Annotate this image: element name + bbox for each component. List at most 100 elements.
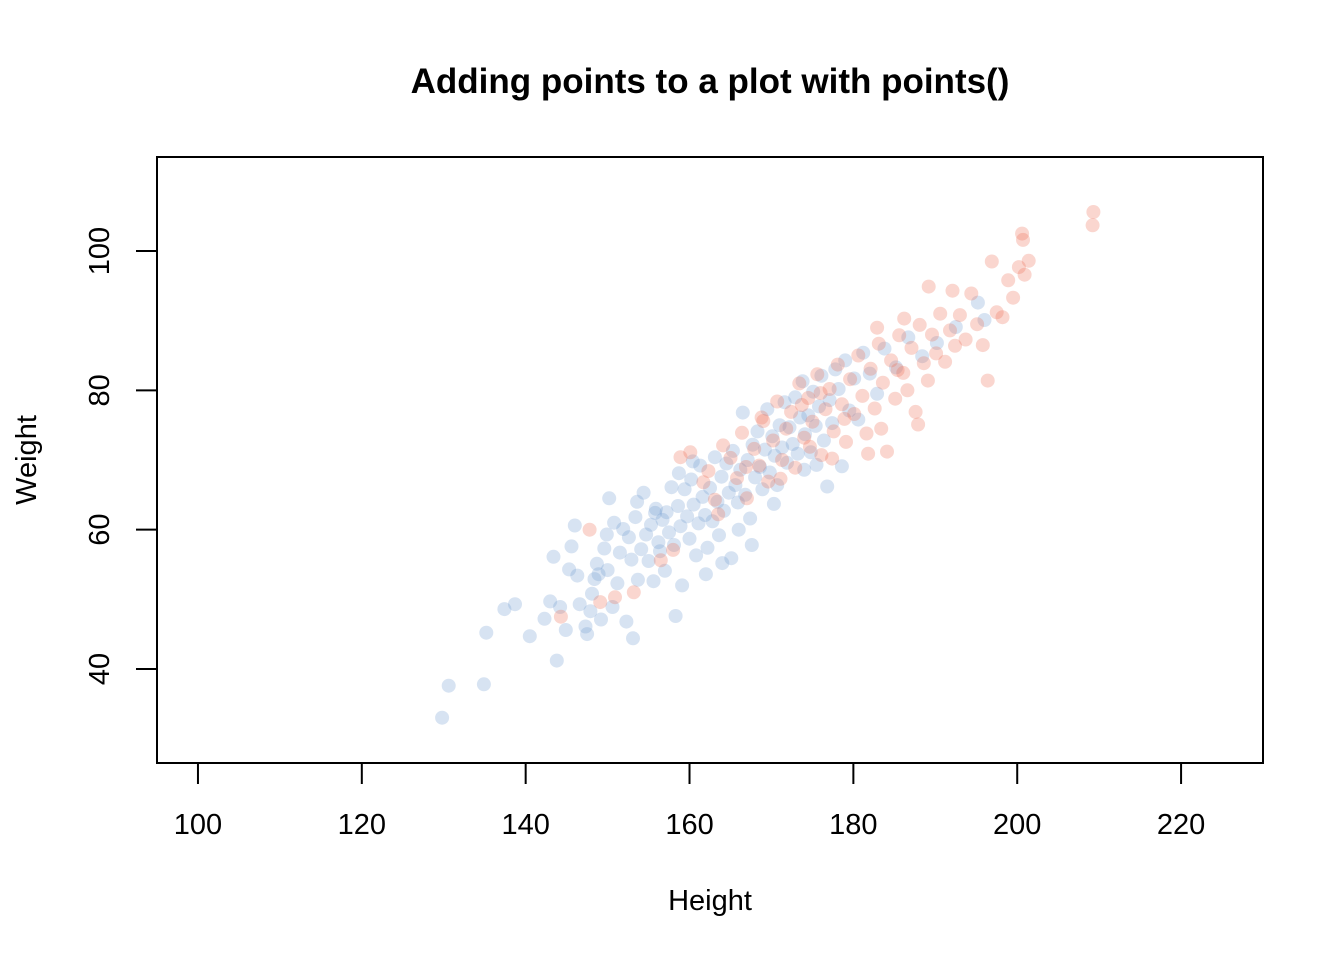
data-point-series-1-37 bbox=[628, 510, 643, 525]
data-point-series-1-144 bbox=[766, 496, 781, 511]
data-point-series-1-3 bbox=[476, 677, 491, 692]
data-point-series-1-32 bbox=[616, 522, 631, 536]
data-point-series-1-80 bbox=[728, 478, 743, 493]
data-point-series-1-122 bbox=[838, 353, 853, 368]
data-point-series-1-142 bbox=[715, 556, 730, 571]
data-point-series-1-65 bbox=[693, 458, 708, 473]
x-tick-label-220: 220 bbox=[1157, 809, 1205, 841]
data-point-series-1-23 bbox=[591, 567, 606, 582]
data-point-series-1-2 bbox=[441, 678, 456, 693]
data-point-series-1-58 bbox=[677, 482, 692, 497]
data-point-series-2-79 bbox=[1016, 232, 1030, 247]
data-point-series-2-99 bbox=[739, 460, 753, 474]
data-point-series-1-147 bbox=[630, 494, 645, 509]
data-point-series-2-44 bbox=[859, 426, 874, 441]
data-point-series-1-116 bbox=[820, 479, 835, 494]
data-point-series-1-92 bbox=[757, 442, 772, 457]
data-point-series-1-47 bbox=[653, 544, 667, 559]
data-point-series-1-41 bbox=[639, 527, 654, 542]
data-point-series-1-135 bbox=[970, 295, 985, 310]
data-point-series-1-101 bbox=[780, 455, 794, 470]
data-point-series-1-100 bbox=[777, 395, 792, 410]
data-point-series-1-86 bbox=[743, 511, 758, 526]
data-point-series-1-106 bbox=[793, 410, 808, 425]
data-point-series-1-105 bbox=[790, 446, 805, 461]
data-point-series-1-78 bbox=[724, 551, 739, 566]
data-point-series-2-77 bbox=[1011, 260, 1026, 275]
data-point-series-2-90 bbox=[897, 311, 912, 326]
data-point-series-1-18 bbox=[580, 627, 595, 642]
data-point-series-1-94 bbox=[762, 465, 777, 480]
data-point-series-1-95 bbox=[765, 429, 780, 444]
data-point-series-2-95 bbox=[911, 417, 926, 432]
data-point-series-1-24 bbox=[594, 612, 608, 627]
data-point-series-1-57 bbox=[675, 578, 690, 593]
data-point-series-2-69 bbox=[970, 317, 985, 332]
data-point-series-2-96 bbox=[890, 363, 905, 378]
data-point-series-2-16 bbox=[735, 425, 749, 440]
data-point-series-2-40 bbox=[843, 372, 858, 387]
data-point-series-2-22 bbox=[766, 433, 781, 448]
chart-title: Adding points to a plot with points() bbox=[411, 62, 1010, 101]
data-point-series-2-19 bbox=[752, 458, 767, 473]
data-point-series-2-84 bbox=[813, 386, 828, 401]
data-point-series-1-9 bbox=[543, 594, 558, 609]
data-point-series-1-131 bbox=[901, 330, 916, 345]
data-point-series-2-53 bbox=[896, 365, 911, 380]
data-point-series-2-72 bbox=[984, 254, 999, 269]
data-point-series-1-133 bbox=[929, 336, 944, 350]
data-point-series-2-34 bbox=[818, 402, 833, 417]
data-point-series-2-56 bbox=[908, 404, 923, 419]
data-point-series-2-24 bbox=[775, 453, 790, 467]
data-point-series-2-73 bbox=[989, 305, 1004, 320]
data-point-series-2-18 bbox=[747, 441, 762, 456]
data-point-series-1-28 bbox=[605, 600, 620, 614]
data-point-series-1-124 bbox=[847, 371, 862, 386]
data-point-series-1-104 bbox=[788, 390, 803, 405]
data-point-series-1-16 bbox=[572, 597, 587, 612]
data-point-series-1-49 bbox=[657, 563, 672, 578]
data-point-series-2-65 bbox=[948, 338, 962, 353]
data-point-series-1-76 bbox=[719, 456, 734, 471]
data-point-series-1-35 bbox=[624, 552, 639, 567]
data-point-series-1-138 bbox=[671, 466, 686, 481]
data-point-series-1-48 bbox=[655, 512, 670, 527]
data-point-series-1-117 bbox=[822, 393, 837, 408]
data-point-series-2-14 bbox=[723, 450, 738, 465]
data-point-series-1-89 bbox=[750, 424, 765, 439]
data-point-series-2-78 bbox=[1015, 226, 1030, 241]
data-point-series-2-75 bbox=[1001, 273, 1016, 288]
data-point-series-2-92 bbox=[945, 283, 960, 298]
data-point-series-2-52 bbox=[892, 328, 907, 343]
data-point-series-2-33 bbox=[814, 448, 829, 463]
data-point-series-2-87 bbox=[802, 439, 817, 454]
data-point-series-2-50 bbox=[884, 353, 899, 368]
data-point-series-1-63 bbox=[689, 548, 704, 563]
data-point-series-2-42 bbox=[851, 348, 866, 363]
data-point-series-1-15 bbox=[570, 568, 585, 583]
data-point-series-1-38 bbox=[630, 572, 645, 587]
y-tick-label-40: 40 bbox=[84, 653, 116, 685]
data-point-series-2-57 bbox=[912, 317, 927, 332]
data-point-series-1-140 bbox=[648, 505, 663, 520]
data-point-series-2-37 bbox=[830, 357, 845, 372]
data-point-series-1-84 bbox=[738, 487, 753, 502]
data-point-series-2-48 bbox=[875, 375, 890, 390]
data-point-series-1-134 bbox=[948, 320, 963, 334]
data-point-series-2-46 bbox=[867, 401, 882, 416]
data-point-series-2-67 bbox=[958, 332, 973, 347]
x-tick-label-160: 160 bbox=[665, 809, 713, 841]
data-point-series-1-145 bbox=[797, 462, 812, 477]
data-point-series-1-1 bbox=[435, 710, 450, 725]
data-point-series-2-98 bbox=[825, 451, 840, 466]
data-point-series-1-13 bbox=[558, 623, 573, 637]
data-point-series-1-121 bbox=[834, 459, 849, 474]
data-point-series-1-52 bbox=[664, 480, 679, 495]
data-point-series-1-96 bbox=[767, 448, 782, 463]
data-point-series-2-17 bbox=[739, 491, 754, 506]
data-point-series-2-70 bbox=[975, 338, 990, 353]
data-point-series-1-19 bbox=[583, 604, 598, 619]
data-point-series-2-12 bbox=[711, 507, 726, 522]
data-point-series-2-38 bbox=[834, 397, 849, 412]
data-point-series-2-100 bbox=[707, 492, 722, 507]
